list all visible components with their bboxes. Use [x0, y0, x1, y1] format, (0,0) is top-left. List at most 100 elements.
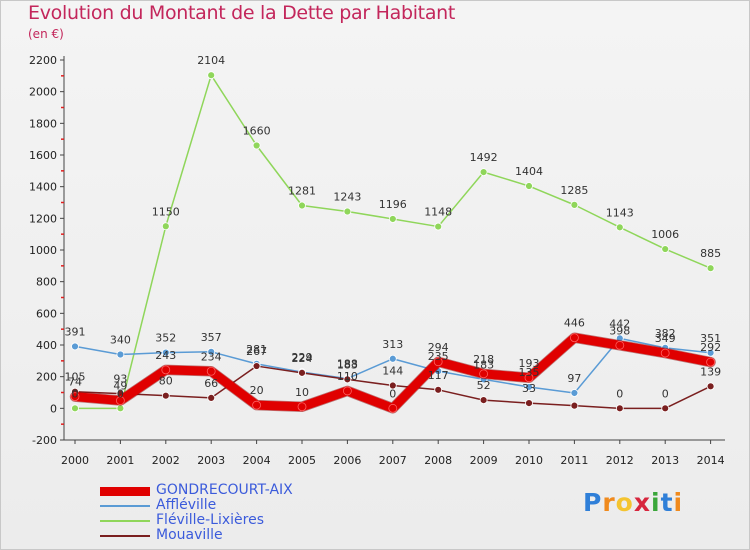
data-point — [706, 348, 715, 357]
x-tick-label: 2013 — [651, 454, 679, 467]
data-label: 2104 — [197, 54, 225, 67]
data-point — [661, 245, 670, 253]
data-label: 313 — [382, 338, 403, 351]
logo-letter: x — [633, 488, 651, 517]
data-point — [570, 389, 579, 397]
y-tick-label: 1600 — [29, 149, 57, 162]
data-point — [525, 399, 533, 408]
data-label: 193 — [519, 357, 540, 370]
data-point — [388, 403, 398, 413]
x-tick-label: 2002 — [152, 454, 180, 467]
data-label: 49 — [113, 380, 127, 393]
data-point — [706, 357, 715, 367]
legend-label: Mouaville — [156, 527, 223, 543]
data-point — [661, 404, 670, 413]
y-tick-label: 1200 — [29, 212, 57, 225]
data-point — [479, 369, 489, 379]
data-label: 10 — [295, 386, 309, 399]
legend-label: Fléville-Lixières — [156, 512, 265, 528]
logo-letter: r — [602, 488, 616, 517]
x-tick-label: 2014 — [697, 454, 725, 467]
data-point — [479, 168, 488, 177]
data-point — [297, 402, 307, 412]
data-point — [207, 71, 216, 80]
x-tick-label: 2010 — [515, 454, 543, 467]
data-point — [660, 348, 670, 358]
data-point — [570, 401, 579, 410]
data-label: 243 — [155, 349, 176, 362]
y-tick-label: 800 — [36, 276, 57, 289]
y-tick-label: 2200 — [29, 54, 57, 67]
data-label: 110 — [337, 370, 358, 383]
data-point — [615, 223, 624, 232]
y-tick-label: 0 — [50, 402, 57, 415]
legend-swatch — [100, 505, 150, 507]
data-point — [479, 396, 488, 405]
data-point — [434, 222, 443, 231]
data-label: 183 — [473, 358, 494, 371]
data-label: 351 — [700, 332, 721, 345]
data-label: 352 — [155, 332, 176, 345]
data-point — [388, 381, 397, 390]
data-label: 382 — [655, 327, 676, 340]
data-point — [161, 348, 170, 357]
data-label: 144 — [382, 365, 403, 378]
x-tick-label: 2005 — [288, 454, 316, 467]
data-point — [615, 340, 625, 350]
data-label: 105 — [65, 371, 86, 384]
data-point — [161, 222, 170, 231]
data-label: 74 — [68, 376, 82, 389]
data-label: 224 — [292, 352, 313, 365]
data-label: 80 — [159, 375, 173, 388]
data-point — [343, 375, 352, 384]
data-point — [116, 404, 125, 413]
data-point — [298, 368, 306, 377]
data-point — [70, 392, 80, 402]
data-label: 357 — [201, 331, 222, 344]
data-label: 33 — [522, 382, 536, 395]
y-tick-label: -200 — [32, 434, 57, 447]
data-label: 1150 — [152, 205, 180, 218]
data-point — [388, 215, 397, 223]
data-label: 1243 — [333, 191, 361, 204]
data-label: 135 — [519, 366, 540, 379]
data-point — [207, 393, 216, 402]
data-label: 1281 — [288, 185, 316, 198]
data-label: 1492 — [470, 151, 498, 164]
data-label: 1285 — [560, 184, 588, 197]
data-label: 117 — [428, 369, 449, 382]
data-label: 0 — [389, 387, 396, 400]
logo-letter: i — [673, 488, 684, 517]
data-point — [525, 383, 533, 391]
legend-swatch — [100, 520, 150, 522]
data-label: 398 — [609, 324, 630, 337]
data-point — [161, 391, 170, 400]
data-label: 349 — [655, 332, 676, 345]
x-tick-label: 2006 — [333, 454, 361, 467]
data-label: 340 — [110, 334, 131, 347]
data-point — [524, 373, 534, 383]
y-tick-label: 400 — [36, 339, 57, 352]
data-label: 1143 — [606, 206, 634, 219]
data-label: 234 — [201, 350, 222, 363]
data-label: 183 — [337, 358, 358, 371]
data-label: 0 — [616, 387, 623, 400]
data-point — [570, 333, 579, 343]
data-point — [298, 201, 306, 210]
legend-label: GONDRECOURT-AIX — [156, 482, 293, 498]
legend-swatch — [100, 535, 150, 537]
data-point — [343, 207, 352, 216]
data-label: 20 — [250, 384, 264, 397]
y-tick-label: 1400 — [29, 181, 57, 194]
data-point — [615, 404, 624, 413]
data-point — [207, 347, 216, 356]
y-tick-label: 600 — [36, 307, 57, 320]
logo-letter: P — [583, 488, 603, 517]
data-point — [71, 404, 79, 413]
data-label: 229 — [292, 351, 313, 364]
data-label: 139 — [700, 365, 721, 378]
data-label: 218 — [473, 353, 494, 366]
y-tick-label: 1000 — [29, 244, 57, 257]
data-label: 235 — [428, 350, 449, 363]
data-point — [433, 357, 443, 367]
